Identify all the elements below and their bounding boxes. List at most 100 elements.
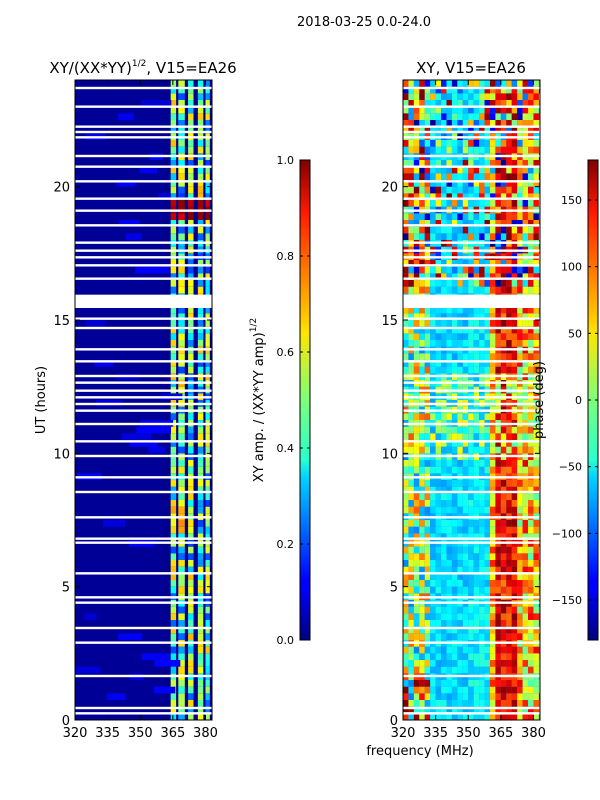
heatmap-cell [408, 680, 414, 687]
heatmap-cell [403, 460, 409, 467]
heatmap-cell [484, 200, 490, 207]
heatmap-cell [517, 573, 523, 580]
heatmap-cell [528, 553, 534, 560]
heatmap-cell [446, 686, 452, 694]
heatmap-cell [500, 326, 507, 334]
heatmap-cell [408, 633, 414, 640]
heatmap-cell [533, 506, 539, 514]
heatmap-cell [403, 353, 409, 360]
heatmap-cell [170, 653, 177, 660]
heatmap-cell [479, 706, 485, 714]
heatmap-cell [446, 280, 452, 287]
data-gap [75, 165, 212, 168]
heatmap-cell [495, 180, 501, 187]
heatmap-cell [451, 520, 458, 527]
heatmap-cell [408, 120, 414, 127]
heatmap-cell [408, 653, 414, 660]
heatmap-cell [473, 680, 480, 687]
heatmap-cell [441, 220, 447, 227]
heatmap-cell [538, 173, 540, 180]
heatmap-cell [528, 226, 534, 234]
heatmap-cell [484, 93, 490, 100]
heatmap-cell [511, 666, 518, 674]
heatmap-cell [446, 633, 452, 640]
heatmap-cell [479, 286, 485, 294]
heatmap-cell [451, 613, 458, 620]
heatmap-cell [495, 433, 501, 440]
colorbar-tick-label: 0.6 [277, 346, 295, 359]
heatmap-cell [170, 493, 177, 500]
heatmap-cell [538, 713, 540, 720]
heatmap-cell [511, 140, 518, 147]
heatmap-cell [188, 620, 194, 627]
heatmap-cell [457, 280, 463, 287]
heatmap-cell [495, 200, 501, 207]
heatmap-cell [468, 306, 474, 314]
heatmap-cell [495, 506, 501, 514]
heatmap-cell [495, 653, 501, 660]
heatmap-cell [457, 560, 463, 567]
heatmap-cell [479, 580, 485, 587]
heatmap-cell [538, 633, 540, 640]
data-gap [403, 130, 540, 134]
heatmap-cell [408, 520, 414, 527]
heatmap-cell [446, 220, 452, 227]
data-gap [403, 596, 540, 599]
heatmap-cell [178, 660, 185, 667]
heatmap-cell [197, 666, 204, 674]
heatmap-cell [413, 566, 420, 574]
heatmap-cell [457, 653, 463, 660]
heatmap-cell [506, 713, 512, 720]
data-gap [75, 348, 212, 351]
heatmap-cell [430, 606, 436, 614]
heatmap-cell [517, 260, 523, 267]
heatmap-cell [419, 460, 425, 467]
heatmap-cell [484, 486, 490, 494]
heatmap-cell [408, 100, 414, 107]
heatmap-cell [135, 266, 170, 274]
heatmap-cell [197, 700, 204, 707]
heatmap-cell [495, 260, 501, 267]
heatmap-cell [489, 266, 496, 274]
heatmap-cell [500, 333, 507, 340]
heatmap-cell [484, 426, 490, 434]
heatmap-cell [538, 480, 540, 487]
heatmap-cell [205, 660, 210, 667]
heatmap-cell [205, 653, 210, 660]
data-gap [75, 641, 212, 644]
heatmap-cell [413, 186, 420, 194]
heatmap-cell [413, 500, 420, 507]
heatmap-cell [197, 653, 204, 660]
heatmap-cell [506, 626, 512, 634]
data-gap [75, 712, 212, 715]
heatmap-cell [489, 120, 496, 127]
heatmap-cell [197, 626, 204, 634]
heatmap-cell [451, 506, 458, 514]
heatmap-cell [419, 433, 425, 440]
heatmap-cell [441, 80, 447, 87]
heatmap-cell [403, 126, 409, 134]
y-tick-label: 5 [62, 581, 70, 596]
heatmap-cell [517, 213, 523, 220]
heatmap-cell [419, 553, 425, 560]
heatmap-cell [462, 493, 469, 500]
heatmap-cell [403, 500, 409, 507]
heatmap-cell [419, 680, 425, 687]
heatmap-cell [506, 440, 512, 447]
heatmap-cell [533, 633, 539, 640]
heatmap-cell [413, 553, 420, 560]
heatmap-cell [489, 340, 496, 347]
heatmap-cell [484, 586, 490, 594]
heatmap-cell [170, 353, 177, 360]
heatmap-cell [538, 333, 540, 340]
heatmap-cell [522, 140, 529, 147]
heatmap-cell [517, 506, 523, 514]
heatmap-cell [489, 480, 496, 487]
heatmap-cell [489, 713, 496, 720]
heatmap-cell [451, 493, 458, 500]
heatmap-cell [473, 260, 480, 267]
heatmap-cell [462, 326, 469, 334]
heatmap-cell [517, 320, 523, 327]
heatmap-cell [408, 433, 414, 440]
